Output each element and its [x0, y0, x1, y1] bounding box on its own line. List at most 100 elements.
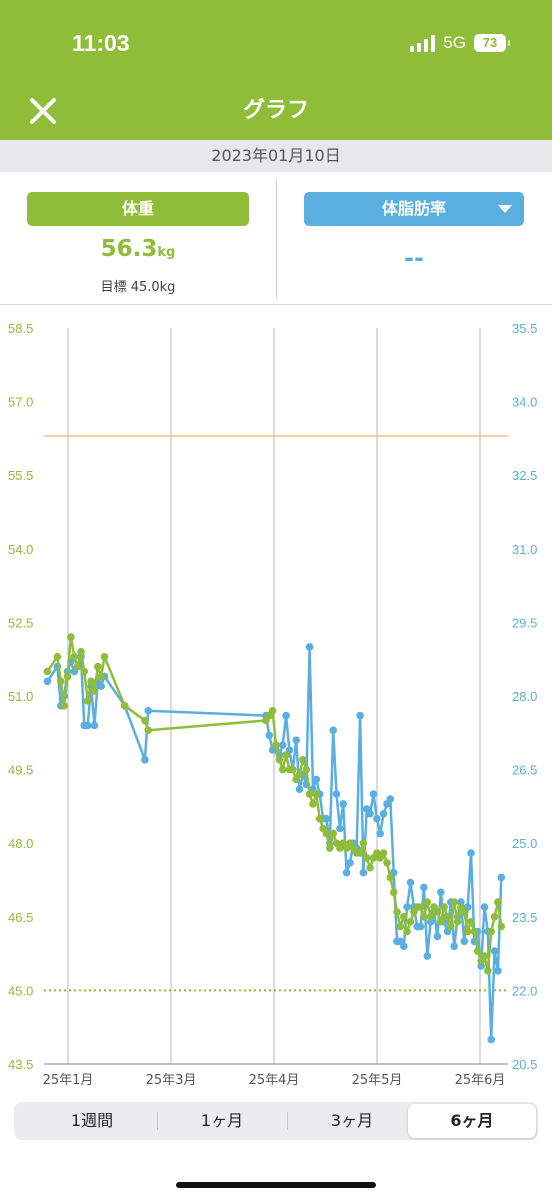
body-fat-data-point	[342, 868, 351, 877]
weight-data-point	[443, 913, 452, 921]
weight-data-point	[268, 706, 277, 715]
body-fat-data-point	[379, 810, 388, 818]
weight-data-point	[70, 652, 79, 661]
home-indicator	[176, 1182, 376, 1188]
body-fat-data-point	[376, 829, 385, 838]
weight-metric-button[interactable]: 体重	[27, 192, 249, 226]
body-fat-data-point	[490, 947, 499, 955]
y-right-tick-label: 31.0	[512, 542, 537, 557]
weight-data-point	[77, 648, 85, 656]
weight-data-point	[144, 726, 152, 735]
weight-data-point	[484, 967, 492, 975]
x-tick-label: 25年4月	[249, 1073, 300, 1088]
battery-icon: 73	[474, 34, 510, 52]
x-tick-label: 25年1月	[43, 1073, 94, 1088]
summary-divider	[276, 180, 277, 298]
weight-data-point	[433, 908, 442, 916]
y-right-tick-label: 22.0	[512, 983, 537, 998]
weight-data-point	[396, 922, 405, 931]
date-bar: 2023年01月10日	[0, 140, 552, 172]
weight-data-point	[426, 913, 435, 921]
y-right-tick-label: 23.5	[512, 910, 537, 925]
body-fat-value: --	[404, 244, 424, 272]
weight-data-point	[400, 913, 408, 921]
body-fat-data-point	[292, 736, 301, 744]
tab-1-month[interactable]: 1ヶ月	[200, 1111, 244, 1130]
x-tick-label: 25年5月	[352, 1073, 403, 1088]
page-title: グラフ	[242, 98, 309, 123]
weight-data-point	[73, 662, 82, 671]
body-fat-data-point	[356, 711, 364, 720]
weight-data-point	[299, 756, 307, 764]
weight-data-point	[97, 672, 105, 681]
weight-data-point	[275, 756, 284, 764]
weight-data-point	[423, 898, 432, 906]
close-icon[interactable]	[26, 94, 60, 128]
weight-number: 56.3	[100, 236, 158, 262]
body-fat-data-point	[416, 922, 425, 931]
weight-data-point	[393, 908, 401, 916]
status-time: 11:03	[72, 30, 130, 56]
body-fat-label: 体脂肪率	[381, 199, 446, 218]
y-right-tick-label: 34.0	[512, 395, 537, 410]
x-tick-label: 25年3月	[146, 1073, 197, 1088]
y-right-tick-label: 29.5	[512, 615, 537, 630]
weight-data-point	[450, 898, 459, 906]
tab-1-week[interactable]: 1週間	[70, 1111, 114, 1130]
y-left-tick-label: 49.5	[8, 763, 33, 778]
body-fat-data-point	[450, 942, 459, 950]
weight-data-point	[453, 917, 462, 926]
weight-data-point	[329, 829, 338, 838]
weight-data-point	[406, 917, 415, 926]
weight-data-point	[63, 672, 72, 681]
body-fat-data-point	[406, 878, 415, 887]
body-fat-data-point	[312, 775, 321, 784]
tab-3-months[interactable]: 3ヶ月	[330, 1111, 374, 1130]
y-right-tick-label: 32.5	[512, 468, 537, 483]
weight-data-point	[305, 790, 314, 798]
range-selector: 1週間 1ヶ月 3ヶ月 6ヶ月	[14, 1102, 538, 1140]
body-fat-data-point	[295, 785, 304, 793]
weight-chart[interactable]: 58.5 57.0 55.5 54.0 52.5 51.0 49.5 48.0 46.5 45.0…	[0, 305, 552, 1095]
weight-data-point	[315, 814, 324, 823]
body-fat-metric-dropdown[interactable]: 体脂肪率	[304, 192, 524, 226]
signal-icon	[410, 34, 436, 52]
body-fat-data-point	[403, 903, 411, 911]
weight-data-point	[326, 844, 334, 852]
weight-data-point	[487, 927, 496, 936]
tab-divider	[157, 1112, 158, 1130]
weight-unit: kg	[157, 245, 176, 260]
weight-data-point	[460, 908, 469, 916]
y-left-tick-label: 55.5	[8, 468, 33, 483]
body-fat-data-point	[90, 721, 99, 730]
body-fat-data-point	[497, 873, 506, 882]
x-tick-label: 25年6月	[455, 1073, 506, 1088]
weight-data-point	[87, 677, 95, 686]
weight-data-point	[386, 873, 395, 882]
weight-data-point	[90, 687, 99, 695]
weight-data-point	[60, 702, 68, 710]
y-right-tick-label: 20.5	[512, 1057, 537, 1072]
weight-data-point	[53, 652, 62, 661]
weight-data-point	[282, 751, 290, 759]
weight-data-point	[278, 765, 287, 774]
weight-data-point	[57, 677, 65, 686]
y-right-tick-label: 35.5	[512, 321, 537, 336]
y-left-tick-label: 43.5	[8, 1057, 33, 1072]
body-fat-data-point	[332, 790, 341, 798]
weight-data-point	[67, 633, 75, 641]
body-fat-data-point	[400, 942, 408, 950]
weight-data-point	[494, 898, 502, 906]
weight-data-point	[467, 917, 475, 926]
body-fat-data-point	[487, 1035, 496, 1044]
body-fat-data-point	[282, 711, 290, 720]
app-header: グラフ	[0, 84, 552, 140]
weight-data-point	[83, 697, 92, 705]
weight-data-point	[43, 667, 52, 676]
weight-data-point	[309, 800, 317, 808]
body-fat-data-point	[420, 883, 428, 892]
body-fat-data-point	[97, 682, 105, 690]
y-left-tick-label: 51.0	[8, 689, 33, 704]
tab-6-months[interactable]: 6ヶ月	[408, 1104, 536, 1138]
weight-goal: 目標 45.0kg	[100, 280, 176, 295]
